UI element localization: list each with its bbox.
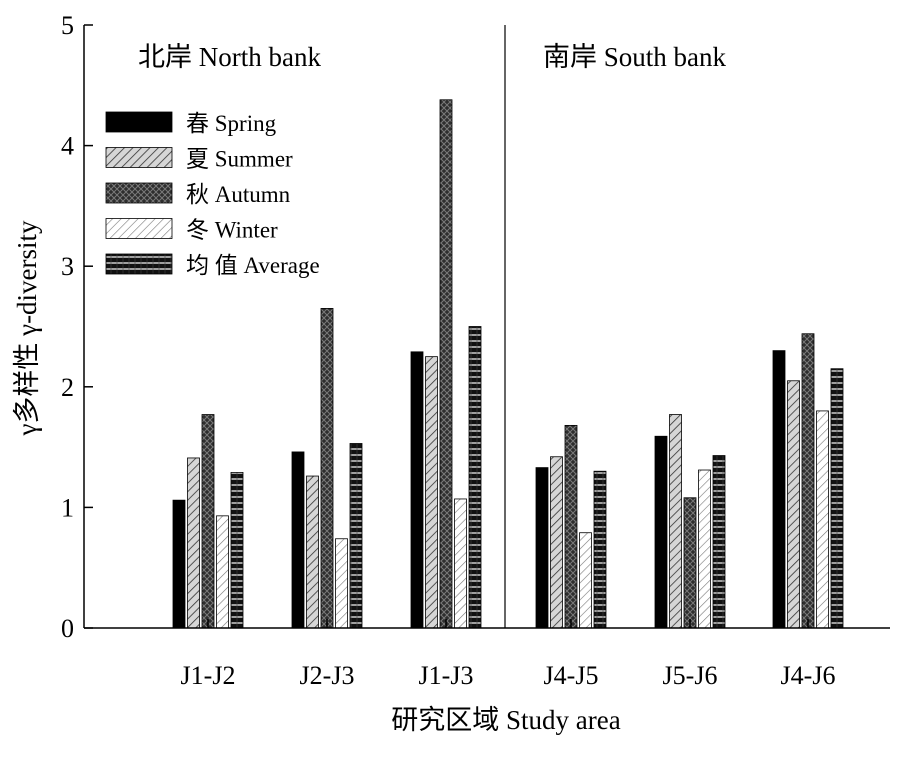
y-tick-label: 1 (61, 493, 74, 522)
x-tick-label: J5-J6 (663, 661, 718, 690)
bar (410, 351, 424, 629)
bar (654, 435, 668, 629)
bar (439, 99, 453, 629)
legend-label: 春 Spring (186, 111, 277, 136)
x-tick-label: J1-J2 (181, 661, 236, 690)
legend-swatch (105, 218, 173, 239)
bar (712, 455, 726, 629)
bar (787, 380, 800, 629)
x-axis-title: 研究区域 Study area (391, 705, 620, 735)
bar (698, 469, 711, 629)
bar (425, 356, 438, 629)
legend-label: 秋 Autumn (186, 182, 291, 207)
legend-label: 冬 Winter (186, 218, 278, 243)
bar (320, 308, 334, 629)
bar (216, 515, 229, 629)
y-tick-label: 2 (61, 373, 74, 402)
x-tick-label: J4-J6 (781, 661, 836, 690)
y-tick-label: 3 (61, 252, 74, 281)
x-tick-label: J1-J3 (419, 661, 474, 690)
bar (593, 470, 607, 629)
x-tick-label: J2-J3 (300, 661, 355, 690)
bar (172, 499, 186, 629)
legend-label: 夏 Summer (186, 147, 293, 172)
tick-labels: 0 1 2 3 4 5 J1-J2 J2-J3 J1-J3 J4-J5 J5-J6 J4-J6 (61, 11, 835, 690)
x-tick-label: J4-J5 (544, 661, 599, 690)
bar (579, 532, 592, 629)
region-label: 南岸 South bank (543, 42, 727, 72)
y-axis-title: γ多样性 γ-diversity (12, 220, 42, 437)
bar (830, 368, 844, 629)
region-label: 北岸 North bank (138, 42, 321, 72)
bar (335, 538, 348, 629)
bar (306, 475, 319, 629)
legend: 春 Spring 夏 Summer 秋 Autumn 冬 Winter 均 值 Aver… (105, 111, 320, 278)
region-labels: 北岸 North bank 南岸 South bank (138, 42, 727, 72)
legend-swatch (105, 111, 173, 133)
bar (201, 414, 215, 629)
y-tick-label: 0 (61, 614, 74, 643)
legend-label: 均 值 Average (186, 253, 320, 278)
legend-swatch (105, 182, 173, 204)
y-tick-label: 4 (61, 132, 74, 161)
bar (816, 410, 829, 629)
bar (550, 456, 563, 629)
bar (683, 497, 697, 629)
bar (349, 443, 363, 629)
bar (669, 414, 682, 629)
y-tick-label: 5 (61, 11, 74, 40)
legend-swatch (105, 253, 173, 275)
bar (772, 350, 786, 629)
legend-swatch (105, 147, 173, 168)
bar (535, 467, 549, 629)
bar (187, 457, 200, 629)
bar (230, 472, 244, 629)
bar (291, 451, 305, 629)
bar (564, 424, 578, 629)
bars (172, 99, 844, 629)
bar (454, 498, 467, 629)
bar (468, 326, 482, 629)
axes (83, 24, 890, 629)
bar (801, 333, 815, 629)
